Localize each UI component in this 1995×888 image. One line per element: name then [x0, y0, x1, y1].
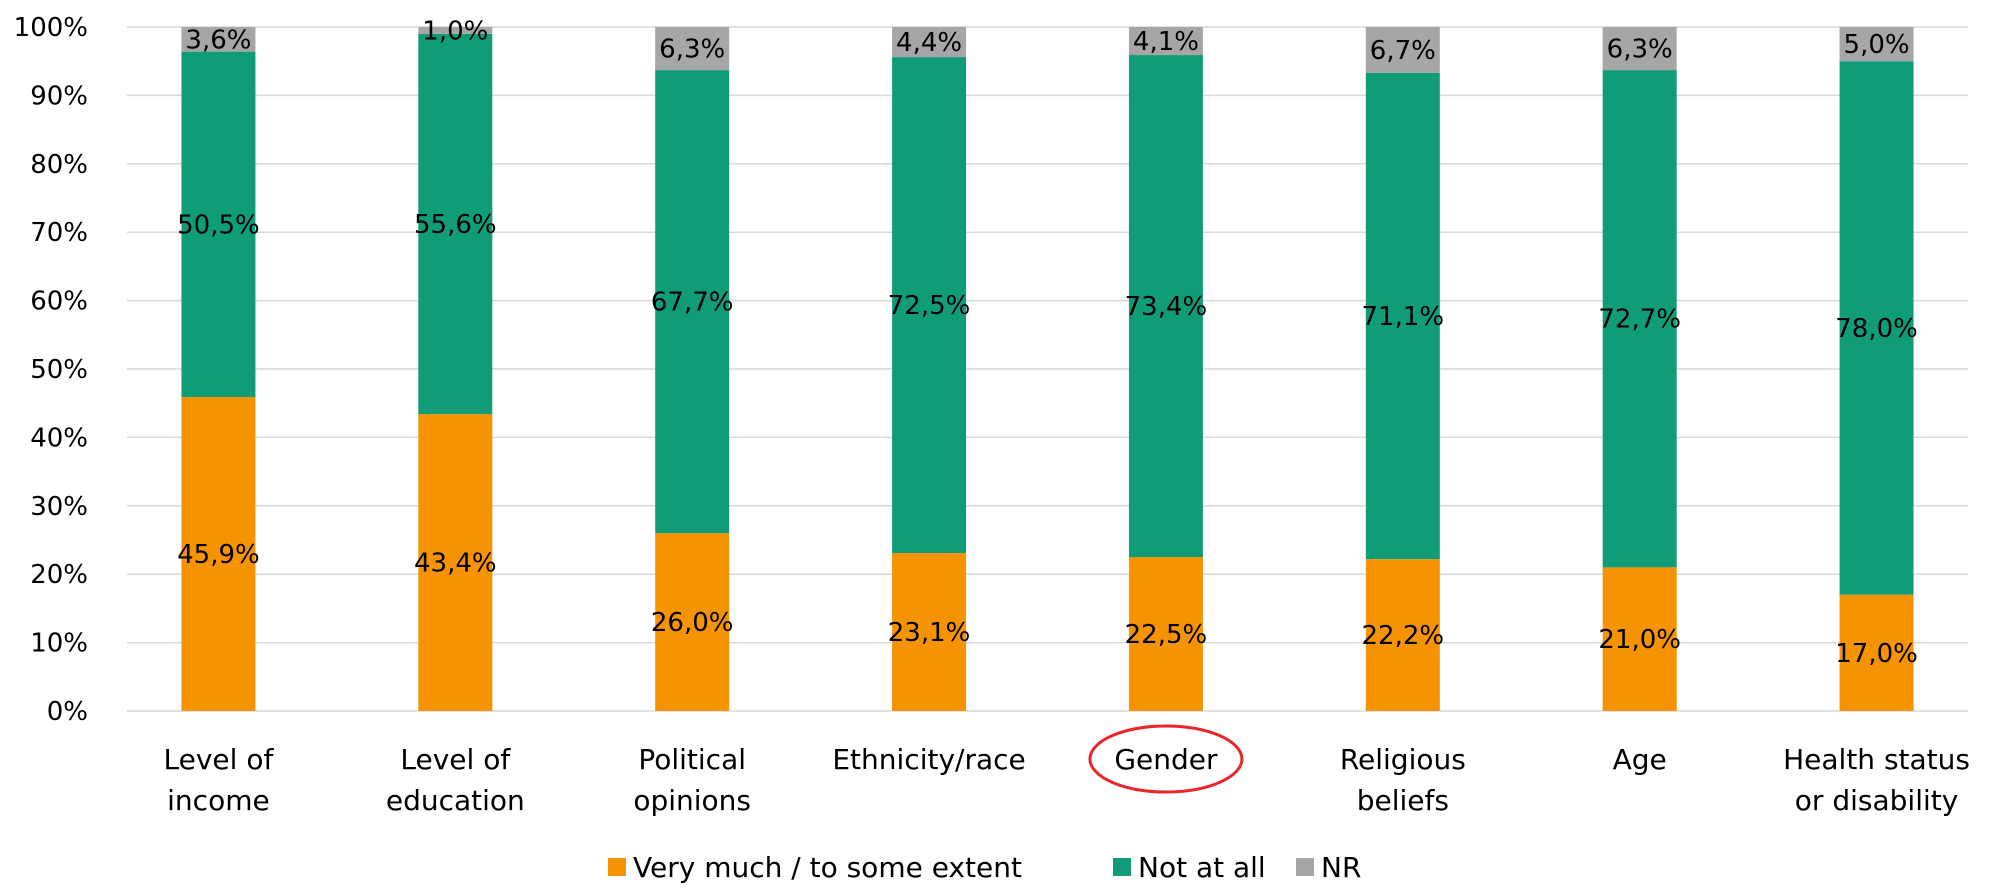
category-label-line: Level of — [164, 743, 275, 776]
category-label-line: beliefs — [1357, 784, 1449, 817]
category-label-line: Level of — [400, 743, 511, 776]
legend-swatch — [1113, 858, 1131, 876]
category-label: Level of education — [386, 743, 525, 817]
bar-segment — [1602, 70, 1677, 568]
legend-swatch — [1296, 858, 1314, 876]
y-tick-label: 100% — [14, 13, 88, 43]
bar-segment — [1128, 27, 1203, 56]
data-label: 23,1% — [888, 618, 971, 648]
data-label: 22,5% — [1125, 620, 1208, 650]
data-label: 6,3% — [1607, 35, 1673, 65]
bar-segment — [181, 51, 256, 398]
data-label: 73,4% — [1125, 292, 1208, 322]
bar-segment — [181, 27, 256, 52]
data-label: 4,4% — [896, 28, 962, 58]
y-tick-label: 40% — [30, 423, 88, 453]
data-labels: 45,9% 50,5% 3,6% 43,4% 55,6% 1,0% 26,0% 67,7% 6,… — [177, 16, 1918, 668]
bar-segment — [418, 27, 493, 34]
category-label: Religious beliefs — [1340, 743, 1466, 817]
legend-label: Very much / to some extent — [633, 851, 1022, 884]
bar-segment — [892, 57, 967, 553]
y-tick-label: 90% — [30, 81, 88, 111]
category-label-line: Health status — [1783, 743, 1970, 776]
bar-segment — [1839, 27, 1914, 62]
data-label: 78,0% — [1835, 314, 1918, 344]
data-label: 3,6% — [185, 25, 251, 55]
data-label: 21,0% — [1598, 625, 1681, 655]
bar-segment — [1128, 557, 1203, 711]
data-label: 22,2% — [1362, 621, 1445, 651]
category-label-line: income — [167, 784, 270, 817]
highlight-circle — [1088, 724, 1244, 794]
bar-segment — [1365, 559, 1440, 711]
category-label-line: opinions — [633, 784, 751, 817]
data-label: 5,0% — [1844, 30, 1910, 60]
category-label: Gender — [1114, 743, 1218, 776]
data-label: 55,6% — [414, 210, 497, 240]
data-label: 72,5% — [888, 291, 971, 321]
data-label: 45,9% — [177, 540, 260, 570]
bar-segment — [1839, 61, 1914, 595]
y-tick-label: 30% — [30, 492, 88, 522]
bar-segment — [655, 533, 730, 711]
data-label: 50,5% — [177, 210, 260, 240]
y-tick-label: 50% — [30, 355, 88, 385]
data-label: 72,7% — [1598, 305, 1681, 335]
data-label: 67,7% — [651, 288, 734, 318]
legend: Very much / to some extent Not at all NR — [608, 851, 1361, 884]
y-tick-label: 60% — [30, 287, 88, 317]
category-label: Level of income — [164, 743, 275, 817]
x-axis-category-labels: Level of income Level of education Political… — [164, 724, 1970, 817]
bar-segment — [418, 414, 493, 711]
category-label-line: Gender — [1114, 743, 1218, 776]
bar-segment — [655, 70, 730, 534]
bar-segment — [1365, 27, 1440, 73]
bar-segment — [655, 27, 730, 71]
bar-segment — [1365, 72, 1440, 560]
category-label-line: Ethnicity/race — [832, 743, 1025, 776]
bar-segment — [1128, 55, 1203, 558]
bars — [181, 27, 1914, 711]
y-tick-label: 80% — [30, 150, 88, 180]
bar-segment — [1602, 567, 1677, 711]
data-label: 1,0% — [422, 16, 488, 46]
y-tick-label: 10% — [30, 629, 88, 659]
legend-label: NR — [1321, 851, 1361, 884]
category-label-line: Political — [638, 743, 746, 776]
data-label: 6,7% — [1370, 36, 1436, 66]
data-label: 26,0% — [651, 608, 734, 638]
category-label: Health status or disability — [1783, 743, 1970, 817]
category-label: Political opinions — [633, 743, 751, 817]
legend-label: Not at all — [1138, 851, 1266, 884]
bar-segment — [181, 397, 256, 711]
data-label: 71,1% — [1362, 302, 1445, 332]
category-label-line: Age — [1613, 743, 1667, 776]
y-tick-label: 70% — [30, 218, 88, 248]
bar-segment — [892, 552, 967, 711]
category-label-line: education — [386, 784, 525, 817]
category-label: Age — [1613, 743, 1667, 776]
gridlines — [127, 26, 1968, 712]
category-label: Ethnicity/race — [832, 743, 1025, 776]
bar-segment — [892, 27, 967, 58]
y-axis-tick-labels: 0% 10% 20% 30% 40% 50% 60% 70% 80% 90% 100% — [14, 13, 88, 727]
category-label-line: Religious — [1340, 743, 1466, 776]
bar-segment — [1602, 27, 1677, 71]
data-label: 43,4% — [414, 549, 497, 579]
data-label: 6,3% — [659, 35, 725, 65]
bar-segment — [418, 33, 493, 415]
y-tick-label: 20% — [30, 560, 88, 590]
data-label: 4,1% — [1133, 27, 1199, 57]
data-label: 17,0% — [1835, 639, 1918, 669]
category-label-line: or disability — [1795, 784, 1959, 817]
y-tick-label: 0% — [47, 697, 88, 727]
legend-swatch — [608, 858, 626, 876]
bar-segment — [1839, 594, 1914, 711]
